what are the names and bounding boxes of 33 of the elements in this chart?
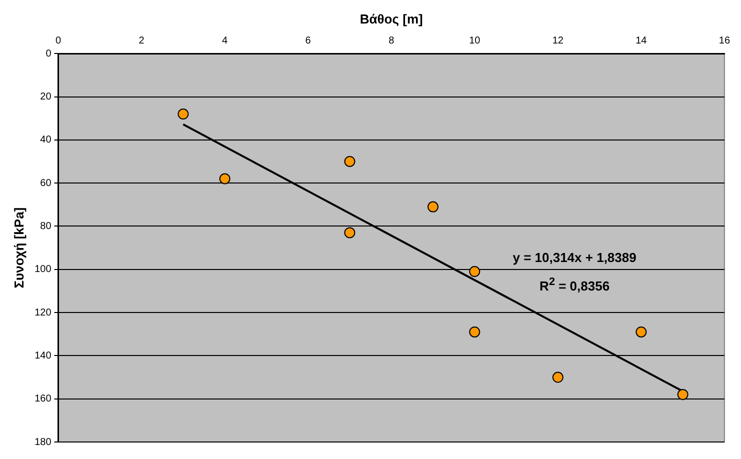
y-tick-label: 100 xyxy=(34,264,52,276)
point xyxy=(427,201,438,212)
point xyxy=(344,227,356,238)
x-tick-label: 16 xyxy=(718,35,730,46)
point xyxy=(636,326,647,338)
point xyxy=(677,389,688,400)
x-tick-label: 0 xyxy=(56,35,62,46)
x-axis-title: Βάθος [m] xyxy=(360,11,423,26)
x-tick-label: 14 xyxy=(636,35,648,46)
y-tick-label: 20 xyxy=(40,92,52,103)
y-tick-label: 60 xyxy=(40,178,52,189)
point xyxy=(469,266,480,278)
point xyxy=(219,173,230,184)
y-tick-label: 160 xyxy=(34,394,52,405)
y-tick-label: 180 xyxy=(34,436,52,448)
point xyxy=(552,372,564,383)
x-tick-label: 6 xyxy=(305,35,312,46)
point xyxy=(344,156,356,167)
y-tick-label: 120 xyxy=(34,307,52,318)
y-tick-label: 40 xyxy=(40,134,52,146)
x-tick-label: 2 xyxy=(138,35,145,46)
y-tick-label: 80 xyxy=(40,220,52,232)
point xyxy=(178,108,189,120)
y-tick-label: 0 xyxy=(46,48,52,60)
y-axis-title: Συνοχή [kPa] xyxy=(11,207,26,288)
point xyxy=(469,326,480,338)
annotation: R$^{2}$ = 0,8356 xyxy=(538,275,611,296)
y-tick-label: 140 xyxy=(34,350,52,362)
x-tick-label: 12 xyxy=(552,35,564,46)
x-tick-label: 4 xyxy=(222,35,228,46)
x-tick-label: 10 xyxy=(469,35,481,46)
x-tick-label: 8 xyxy=(388,35,395,46)
annotation: y = 10,314x + 1,8389 xyxy=(512,249,636,268)
